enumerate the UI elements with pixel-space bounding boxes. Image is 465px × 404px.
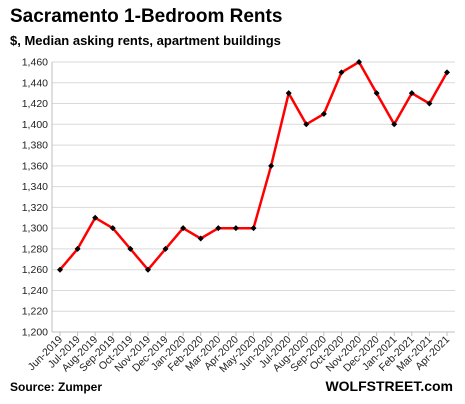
chart-title: Sacramento 1-Bedroom Rents bbox=[10, 6, 283, 27]
y-tick-label-1400: 1,400 bbox=[22, 119, 48, 131]
data-point-Sep-2019 bbox=[109, 225, 116, 232]
data-points bbox=[57, 59, 450, 273]
y-tick-label-1320: 1,320 bbox=[22, 202, 48, 214]
data-point-Apr-2021 bbox=[444, 69, 450, 76]
source-label: Source: Zumper bbox=[10, 380, 103, 394]
data-point-Nov-2020 bbox=[356, 59, 363, 65]
data-point-Jan-2021 bbox=[391, 121, 398, 128]
brand-label: WOLFSTREET.com bbox=[325, 378, 453, 394]
data-point-Dec-2020 bbox=[373, 90, 380, 97]
data-point-Jul-2020 bbox=[285, 90, 292, 97]
data-point-Aug-2020 bbox=[303, 121, 310, 128]
data-point-Dec-2019 bbox=[162, 245, 169, 252]
y-tick-label-1280: 1,280 bbox=[22, 243, 48, 255]
data-point-Apr-2020 bbox=[232, 225, 239, 232]
axes bbox=[51, 62, 455, 336]
data-point-Aug-2019 bbox=[92, 214, 99, 221]
y-tick-label-1420: 1,420 bbox=[22, 98, 48, 110]
data-point-Mar-2021 bbox=[426, 100, 433, 107]
chart-subtitle: $, Median asking rents, apartment buildi… bbox=[10, 33, 281, 48]
x-tick-labels: Jun-2019Jul-2019Aug-2019Sep-2019Oct-2019… bbox=[26, 334, 453, 376]
data-point-Sep-2020 bbox=[320, 110, 327, 117]
y-tick-label-1260: 1,260 bbox=[22, 264, 48, 276]
gridlines bbox=[52, 61, 455, 333]
data-point-May-2020 bbox=[250, 225, 257, 232]
y-tick-label-1380: 1,380 bbox=[22, 140, 48, 152]
y-tick-label-1300: 1,300 bbox=[22, 223, 48, 235]
y-tick-label-1240: 1,240 bbox=[22, 285, 48, 297]
data-point-Oct-2020 bbox=[338, 69, 345, 76]
data-point-Feb-2021 bbox=[408, 90, 415, 97]
y-tick-label-1200: 1,200 bbox=[22, 327, 48, 339]
y-tick-label-1440: 1,440 bbox=[22, 77, 48, 89]
y-tick-label-1360: 1,360 bbox=[22, 160, 48, 172]
data-point-Jun-2019 bbox=[57, 266, 63, 273]
data-point-Jun-2020 bbox=[268, 162, 275, 169]
y-tick-labels: 1,200 1,220 1,240 1,260 1,280 1,300 1,320 1,340… bbox=[22, 57, 48, 339]
y-tick-label-1340: 1,340 bbox=[22, 181, 48, 193]
data-point-Mar-2020 bbox=[215, 225, 222, 232]
y-tick-label-1220: 1,220 bbox=[22, 306, 48, 318]
data-point-Jan-2020 bbox=[180, 225, 187, 232]
y-tick-label-1460: 1,460 bbox=[22, 57, 48, 69]
data-point-Nov-2019 bbox=[144, 266, 151, 273]
data-point-Oct-2019 bbox=[127, 245, 134, 252]
data-point-Feb-2020 bbox=[197, 235, 204, 242]
data-point-Jul-2019 bbox=[74, 245, 81, 252]
